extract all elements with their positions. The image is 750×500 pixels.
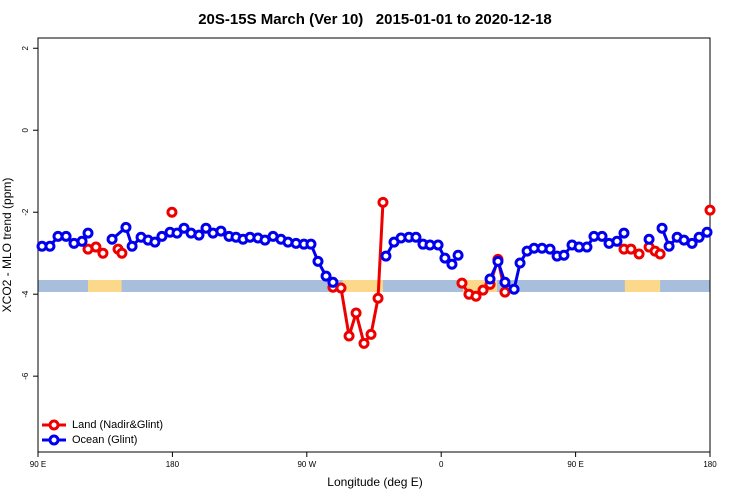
- data-point: [611, 235, 623, 247]
- y-tick-label: -4: [21, 290, 30, 298]
- data-point: [327, 276, 339, 288]
- data-point: [618, 227, 630, 239]
- data-point: [76, 235, 88, 247]
- legend-marker: [48, 434, 60, 446]
- land-band: [624, 279, 661, 292]
- legend-marker: [48, 419, 60, 431]
- data-point: [439, 252, 451, 264]
- data-point: [625, 243, 637, 255]
- data-point: [178, 222, 190, 234]
- data-point: [654, 248, 666, 260]
- data-point: [82, 227, 94, 239]
- data-point: [97, 247, 109, 259]
- data-point: [544, 243, 556, 255]
- data-point: [200, 222, 212, 234]
- data-point: [377, 196, 389, 208]
- data-point: [193, 229, 205, 241]
- data-point: [372, 292, 384, 304]
- plot-area: 2 0 -2 -4 -6 90 E 180 90 W 0 90 E 180 Land (Nadir&G…: [21, 37, 717, 469]
- x-tick-label: 0: [439, 460, 444, 469]
- data-point: [693, 231, 705, 243]
- data-point: [215, 225, 227, 237]
- data-point: [149, 236, 161, 248]
- data-point: [358, 337, 370, 349]
- land-band: [342, 279, 383, 292]
- data-point: [365, 328, 377, 340]
- data-point: [380, 250, 392, 262]
- data-point: [477, 284, 489, 296]
- x-axis-label: Longitude (deg E): [327, 475, 422, 489]
- y-tick-label: 2: [21, 45, 30, 50]
- data-point: [116, 247, 128, 259]
- data-point: [90, 241, 102, 253]
- data-point: [492, 255, 504, 267]
- data-point: [335, 282, 347, 294]
- data-point: [343, 330, 355, 342]
- data-point: [456, 277, 468, 289]
- data-point: [656, 222, 668, 234]
- y-tick-label: -2: [21, 208, 30, 216]
- data-point: [633, 248, 645, 260]
- y-tick-label: -6: [21, 372, 30, 380]
- data-point: [704, 204, 716, 216]
- x-tick-label: 90 E: [30, 460, 46, 469]
- y-axis-label: XCO2 - MLO trend (ppm): [0, 178, 14, 313]
- data-point: [508, 283, 520, 295]
- data-point: [558, 249, 570, 261]
- data-point: [60, 230, 72, 242]
- data-point: [701, 226, 713, 238]
- x-tick-label: 90 W: [297, 460, 316, 469]
- data-point: [350, 307, 362, 319]
- data-point: [126, 240, 138, 252]
- data-point: [156, 230, 168, 242]
- data-point: [663, 240, 675, 252]
- y-tick-label: 0: [21, 127, 30, 132]
- data-point: [166, 206, 178, 218]
- data-point: [171, 227, 183, 239]
- data-point: [470, 290, 482, 302]
- chart-title: 20S-15S March (Ver 10) 2015-01-01 to 202…: [198, 11, 552, 28]
- data-point: [410, 231, 422, 243]
- data-point: [484, 273, 496, 285]
- data-point: [686, 237, 698, 249]
- x-tick-label: 180: [703, 460, 717, 469]
- data-point: [643, 233, 655, 245]
- data-point: [432, 239, 444, 251]
- data-point: [514, 257, 526, 269]
- data-point: [120, 221, 132, 233]
- data-point: [305, 238, 317, 250]
- data-point: [596, 230, 608, 242]
- data-point: [452, 249, 464, 261]
- data-point: [446, 258, 458, 270]
- data-point: [499, 286, 511, 298]
- data-point: [44, 240, 56, 252]
- data-point: [581, 241, 593, 253]
- data-point: [499, 276, 511, 288]
- land-band: [88, 279, 122, 292]
- x-tick-label: 180: [166, 460, 180, 469]
- data-point: [106, 233, 118, 245]
- legend-label: Ocean (Glint): [72, 434, 137, 446]
- x-tick-label: 90 E: [567, 460, 583, 469]
- data-point: [312, 255, 324, 267]
- legend-label: Land (Nadir&Glint): [72, 419, 163, 431]
- data-point: [320, 270, 332, 282]
